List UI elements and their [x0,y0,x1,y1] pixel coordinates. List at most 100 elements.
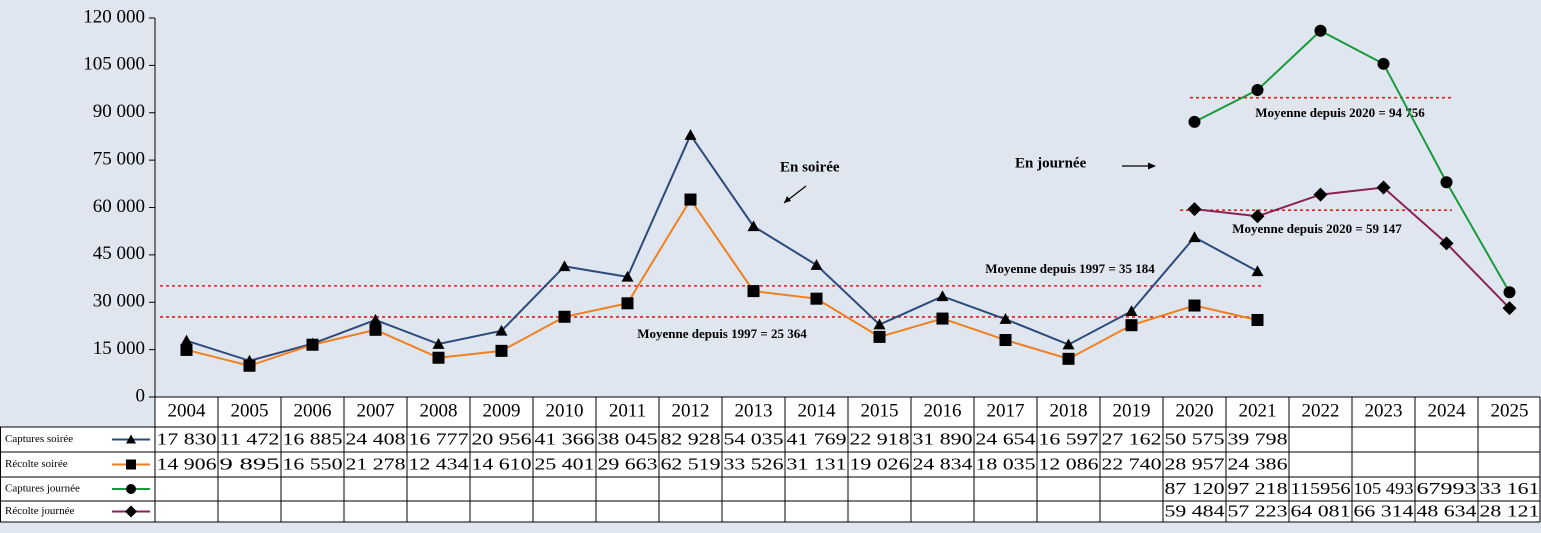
x-tick-label: 2009 [483,400,521,421]
table-value: 22 740 [1102,454,1162,473]
table-value: 87 120 [1165,479,1225,498]
data-point [306,338,319,351]
legend-label: Récolte journée [5,505,74,517]
x-tick-label: 2015 [861,400,899,421]
table-value: 115956 [1291,479,1351,498]
table-value: 105 493 [1354,479,1414,498]
table-value: 22 918 [850,429,910,448]
data-point [1376,180,1391,195]
table-value: 24 834 [913,454,974,473]
table-value: 41 769 [787,429,847,448]
table-value: 24 408 [346,429,406,448]
annotation: En soirée [780,159,840,175]
x-tick-label: 2006 [294,400,332,421]
data-point [1188,231,1201,243]
table-value: 41 366 [535,429,595,448]
data-point [432,338,445,349]
table-value: 67993 [1417,479,1477,498]
data-point [1188,115,1201,128]
x-tick-label: 2014 [798,400,837,421]
legend-label: Captures journée [5,483,80,495]
y-tick-label: 75 000 [93,148,145,169]
x-tick-label: 2021 [1239,400,1277,421]
table-value: 82 928 [661,429,721,448]
table-value: 33 526 [724,454,784,473]
data-point [558,310,571,323]
table-value: 57 223 [1228,501,1288,520]
y-tick-label: 120 000 [83,6,145,27]
legend-marker [125,505,137,518]
data-point [558,260,571,272]
data-point [1251,265,1264,277]
table-value: 33 161 [1480,479,1540,498]
table-value: 16 885 [283,429,343,448]
x-tick-label: 2020 [1176,400,1214,421]
x-tick-label: 2023 [1365,400,1403,421]
table-value: 31 131 [787,454,847,473]
table-value: 24 386 [1228,454,1288,473]
table-value: 9 895 [220,454,280,473]
data-point [1503,286,1516,299]
table-value: 12 434 [409,454,470,473]
annotation: En journée [1015,155,1087,171]
data-point [1439,236,1454,251]
legend-marker [126,459,136,470]
x-tick-label: 2013 [735,400,773,421]
data-point [1062,352,1075,365]
data-point [1251,313,1264,326]
data-point [1502,301,1517,316]
data-point [936,312,949,325]
y-tick-label: 15 000 [93,338,145,359]
x-tick-label: 2024 [1428,400,1467,421]
data-point [369,323,382,336]
data-point [495,324,508,336]
table-value: 12 086 [1039,454,1099,473]
table-value: 21 278 [346,454,406,473]
table-value: 19 026 [850,454,910,473]
x-tick-label: 2007 [357,400,395,421]
table-value: 62 519 [661,454,721,473]
data-point [180,334,193,346]
table-value: 54 035 [724,429,784,448]
data-point [1062,338,1075,350]
table-value: 64 081 [1291,501,1351,520]
table-value: 39 798 [1228,429,1288,448]
table-value: 17 830 [157,429,217,448]
reference-label: Moyenne depuis 1997 = 25 364 [637,326,807,341]
y-tick-label: 105 000 [83,54,145,75]
data-point [1188,299,1201,312]
annotation-arrow-head [784,196,791,203]
x-tick-label: 2017 [987,400,1025,421]
data-point [873,318,886,330]
table-value: 27 162 [1102,429,1162,448]
series-line [1194,29,1511,293]
reference-label: Moyenne depuis 2020 = 94 756 [1255,105,1425,120]
table-value: 66 314 [1354,501,1415,520]
x-tick-label: 2022 [1302,400,1340,421]
legend-label: Récolte soirée [5,458,68,470]
x-tick-label: 2012 [672,400,710,421]
table-value: 16 777 [409,429,470,448]
y-tick-label: 45 000 [93,243,145,264]
reference-label: Moyenne depuis 2020 = 59 147 [1232,221,1402,236]
table-value: 50 575 [1165,429,1225,448]
data-point [684,129,697,140]
data-point [1250,209,1265,224]
table-value: 25 401 [535,454,595,473]
x-tick-label: 2005 [231,400,269,421]
annotation-arrow-head [1148,162,1156,170]
data-point [810,259,823,270]
y-tick-label: 0 [136,385,146,406]
table-value: 18 035 [976,454,1036,473]
data-point [1313,187,1328,202]
data-point [747,220,760,232]
x-tick-label: 2018 [1050,400,1088,421]
table-value: 28 121 [1480,501,1540,520]
data-point [684,193,697,206]
table-value: 59 484 [1165,501,1226,520]
series-line [1194,186,1511,309]
data-point [1187,202,1202,217]
data-point [747,285,760,298]
y-tick-label: 60 000 [93,196,145,217]
table-value: 16 550 [283,454,343,473]
